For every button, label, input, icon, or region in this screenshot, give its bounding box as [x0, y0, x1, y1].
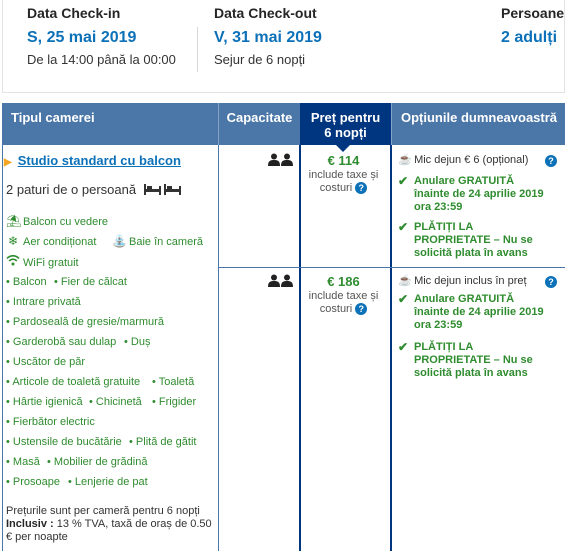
offer-tax-note: include taxe și costuri ? [300, 169, 387, 195]
info-icon[interactable]: ? [355, 182, 368, 195]
offer-payment-text: PLĂTIȚI LA PROPRIETATE – Nu se solicită … [414, 341, 533, 379]
guests-value: 2 adulți [501, 29, 558, 46]
table-border-left [2, 145, 3, 551]
summary-divider [197, 27, 198, 72]
header-capacity: Capacitate [218, 103, 300, 145]
facility-item: • Balcon [6, 276, 47, 288]
offer-price: € 114 [327, 153, 360, 168]
offer-cancellation-text: Anulare GRATUITĂ înainte de 24 aprilie 2… [414, 175, 544, 213]
bed-info: 2 paturi de o persoană [6, 182, 182, 199]
header-room-type: Tipul camerei [11, 110, 95, 125]
amenity-balcony-view: ⛱ Balcon cu vedere [6, 214, 108, 228]
price-note-line3: € per noapte [6, 531, 68, 543]
offer-tax-line1: include taxe și [308, 169, 379, 181]
offer-tax-line1: include taxe și [308, 290, 379, 302]
price-note-line1: Prețurile sunt per cameră pentru 6 nopți [6, 505, 200, 517]
facility-item: • Fier de călcat [54, 276, 127, 288]
booking-summary: Data Check-in S, 25 mai 2019 De la 14:00… [2, 0, 565, 93]
guests-label: Persoane [501, 5, 565, 21]
stay-length: Sejur de 6 nopți [214, 52, 306, 67]
checkout-date: V, 31 mai 2019 [214, 29, 322, 46]
offer-meal-text: Mic dejun € 6 (opțional) [414, 154, 529, 166]
price-note-inclusive-label: Inclusiv : [6, 518, 54, 530]
coffee-cup-icon: ☕ [398, 154, 412, 166]
facility-item: • Garderobă sau dulap [6, 336, 117, 348]
facility-item: • Fierbător electric [6, 416, 95, 428]
facility-item: • Frigider [152, 396, 197, 408]
price-sort-arrow [336, 145, 350, 152]
offer-payment: ✔ PLĂTIȚI LA PROPRIETATE – Nu se solicită… [398, 341, 548, 380]
amenity-bath-label: Baie în cameră [129, 236, 203, 248]
facility-item: • Lenjerie de pat [68, 476, 148, 488]
facility-item: • Uscător de păr [6, 356, 86, 368]
check-icon: ✔ [398, 174, 409, 188]
offer-tax-note: include taxe și costuri ? [300, 290, 387, 316]
checkout-label: Data Check-out [214, 5, 317, 21]
check-icon: ✔ [398, 340, 409, 354]
header-price-line2: 6 nopți [324, 125, 367, 140]
offer-cancellation: ✔ Anulare GRATUITĂ înainte de 24 aprilie … [398, 175, 548, 214]
offer-tax-line2: costuri [319, 182, 353, 194]
check-icon: ✔ [398, 220, 409, 234]
facility-item: • Intrare privată [6, 296, 81, 308]
col-divider-3 [390, 145, 392, 551]
shower-icon: ⛲ [112, 234, 127, 248]
header-options: Opțiunile dumneavoastră [391, 103, 565, 145]
expand-triangle-icon: ▶ [4, 157, 12, 168]
checkin-time: De la 14:00 până la 00:00 [27, 52, 176, 67]
facility-item: • Prosoape [6, 476, 61, 488]
offer-cancellation: ✔ Anulare GRATUITĂ înainte de 24 aprilie … [398, 293, 548, 332]
offer-price: € 186 [327, 274, 360, 289]
facility-item: • Hârtie igienică [6, 396, 83, 408]
offer-payment-text: PLĂTIȚI LA PROPRIETATE – Nu se solicită … [414, 221, 533, 259]
balcony-icon: ⛱ [6, 214, 22, 228]
bed-icon [143, 182, 182, 199]
facility-item: • Articole de toaletă gratuite [6, 376, 141, 388]
offer-tax-line2: costuri [319, 303, 353, 315]
price-note: Prețurile sunt per cameră pentru 6 nopți… [6, 505, 212, 544]
room-name-link[interactable]: ▶ Studio standard cu balcon [4, 153, 181, 168]
amenity-wifi: WiFi gratuit [6, 254, 79, 269]
facility-item: • Pardoseală de gresie/marmură [6, 316, 164, 328]
facility-item: • Ustensile de bucătărie [6, 436, 122, 448]
wifi-icon [6, 254, 20, 269]
col-divider-2 [299, 145, 301, 551]
offer-meal: ☕ Mic dejun € 6 (opțional) [398, 153, 528, 166]
facility-item: • Duș [124, 336, 151, 348]
facility-item: • Mobilier de grădină [47, 456, 148, 468]
price-note-inclusive-text: 13 % TVA, taxă de oraș de 0.50 [53, 518, 212, 530]
col-divider-1 [218, 145, 219, 551]
room-table-header: Tipul camerei Capacitate Preț pentru 6 n… [2, 103, 565, 145]
coffee-cup-icon: ☕ [398, 275, 412, 287]
amenity-ac: ❄ Aer condiționat [6, 234, 96, 248]
two-adults-icon [268, 274, 293, 287]
facility-item: • Toaletă [152, 376, 195, 388]
offer-meal-text: Mic dejun inclus în preț [414, 275, 527, 287]
offer-meal: ☕ Mic dejun inclus în preț [398, 274, 527, 287]
offer-payment: ✔ PLĂTIȚI LA PROPRIETATE – Nu se solicită… [398, 221, 548, 260]
info-icon[interactable]: ? [355, 303, 368, 316]
amenity-wifi-label: WiFi gratuit [23, 257, 79, 269]
checkin-date: S, 25 mai 2019 [27, 29, 137, 46]
offer-cancellation-text: Anulare GRATUITĂ înainte de 24 aprilie 2… [414, 293, 544, 331]
checkin-label: Data Check-in [27, 5, 121, 21]
facility-item: • Chicinetă [89, 396, 142, 408]
header-price: Preț pentru 6 nopți [300, 103, 391, 145]
offer-divider [218, 267, 565, 268]
facility-item: • Masă [6, 456, 40, 468]
check-icon: ✔ [398, 292, 409, 306]
meal-info-icon[interactable]: ? [545, 155, 557, 167]
facility-item: • Plită de gătit [129, 436, 197, 448]
amenity-ac-label: Aer condiționat [23, 236, 97, 248]
meal-info-icon[interactable]: ? [545, 276, 557, 288]
amenity-balcony-view-label: Balcon cu vedere [23, 216, 108, 228]
amenity-bath: ⛲ Baie în cameră [112, 234, 203, 248]
header-price-line1: Preț pentru [310, 110, 381, 125]
two-adults-icon [268, 153, 293, 166]
bed-text: 2 paturi de o persoană [6, 182, 137, 197]
room-name-text[interactable]: Studio standard cu balcon [17, 153, 181, 168]
snowflake-icon: ❄ [7, 234, 19, 248]
